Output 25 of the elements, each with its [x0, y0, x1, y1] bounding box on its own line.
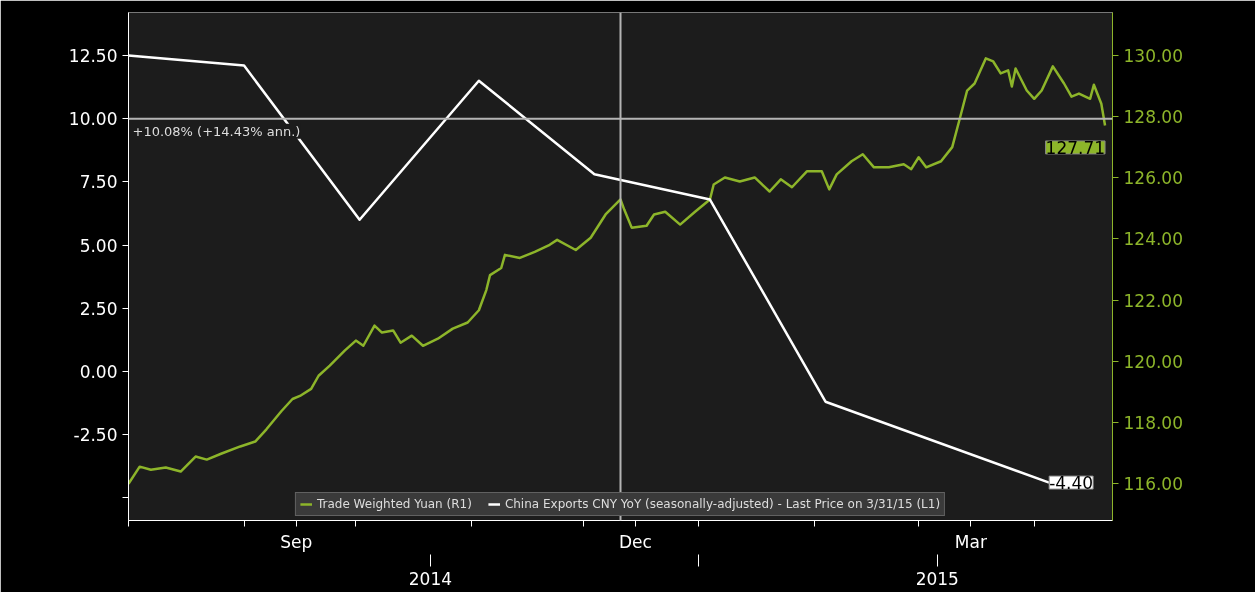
legend-label: Trade Weighted Yuan (R1): [316, 497, 472, 511]
x-tick-label: Dec: [618, 531, 652, 552]
y2-tick-label: 130.00: [1123, 45, 1183, 66]
data-label: -4.40: [1049, 473, 1094, 494]
data-label: 127.71: [1045, 137, 1106, 158]
x-tick-label: Mar: [954, 531, 987, 552]
y2-tick-label: 118.00: [1123, 413, 1183, 434]
y-tick-label: 10.00: [68, 109, 118, 130]
y-tick-label: -2.50: [73, 425, 118, 446]
y-tick-label: 2.50: [79, 298, 118, 319]
y2-tick-label: 122.00: [1123, 290, 1183, 311]
annotation: +10.08% (+14.43% ann.): [132, 123, 301, 139]
y2-tick-label: 126.00: [1123, 168, 1183, 189]
y-tick-label: 12.50: [68, 45, 118, 66]
y-tick-label: 0.00: [79, 361, 118, 382]
x2-tick-label: 2015: [915, 568, 959, 589]
legend-label: China Exports CNY YoY (seasonally-adjusted) - Last Price on 3/31/15 (L1): [504, 497, 941, 511]
y2-tick-label: 124.00: [1123, 229, 1183, 250]
y2-tick-label: 120.00: [1123, 351, 1183, 372]
x2-tick-label: 2014: [408, 568, 453, 589]
y2-tick-label: 128.00: [1123, 107, 1183, 128]
x-tick-label: Sep: [280, 531, 313, 552]
y2-tick-label: 116.00: [1123, 474, 1183, 495]
y-tick-label: 7.50: [79, 172, 118, 193]
y-tick-label: 5.00: [79, 235, 118, 256]
